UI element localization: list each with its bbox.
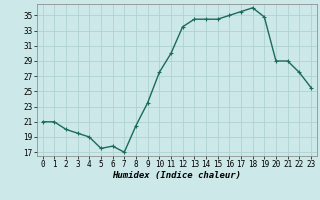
X-axis label: Humidex (Indice chaleur): Humidex (Indice chaleur) [112,171,241,180]
